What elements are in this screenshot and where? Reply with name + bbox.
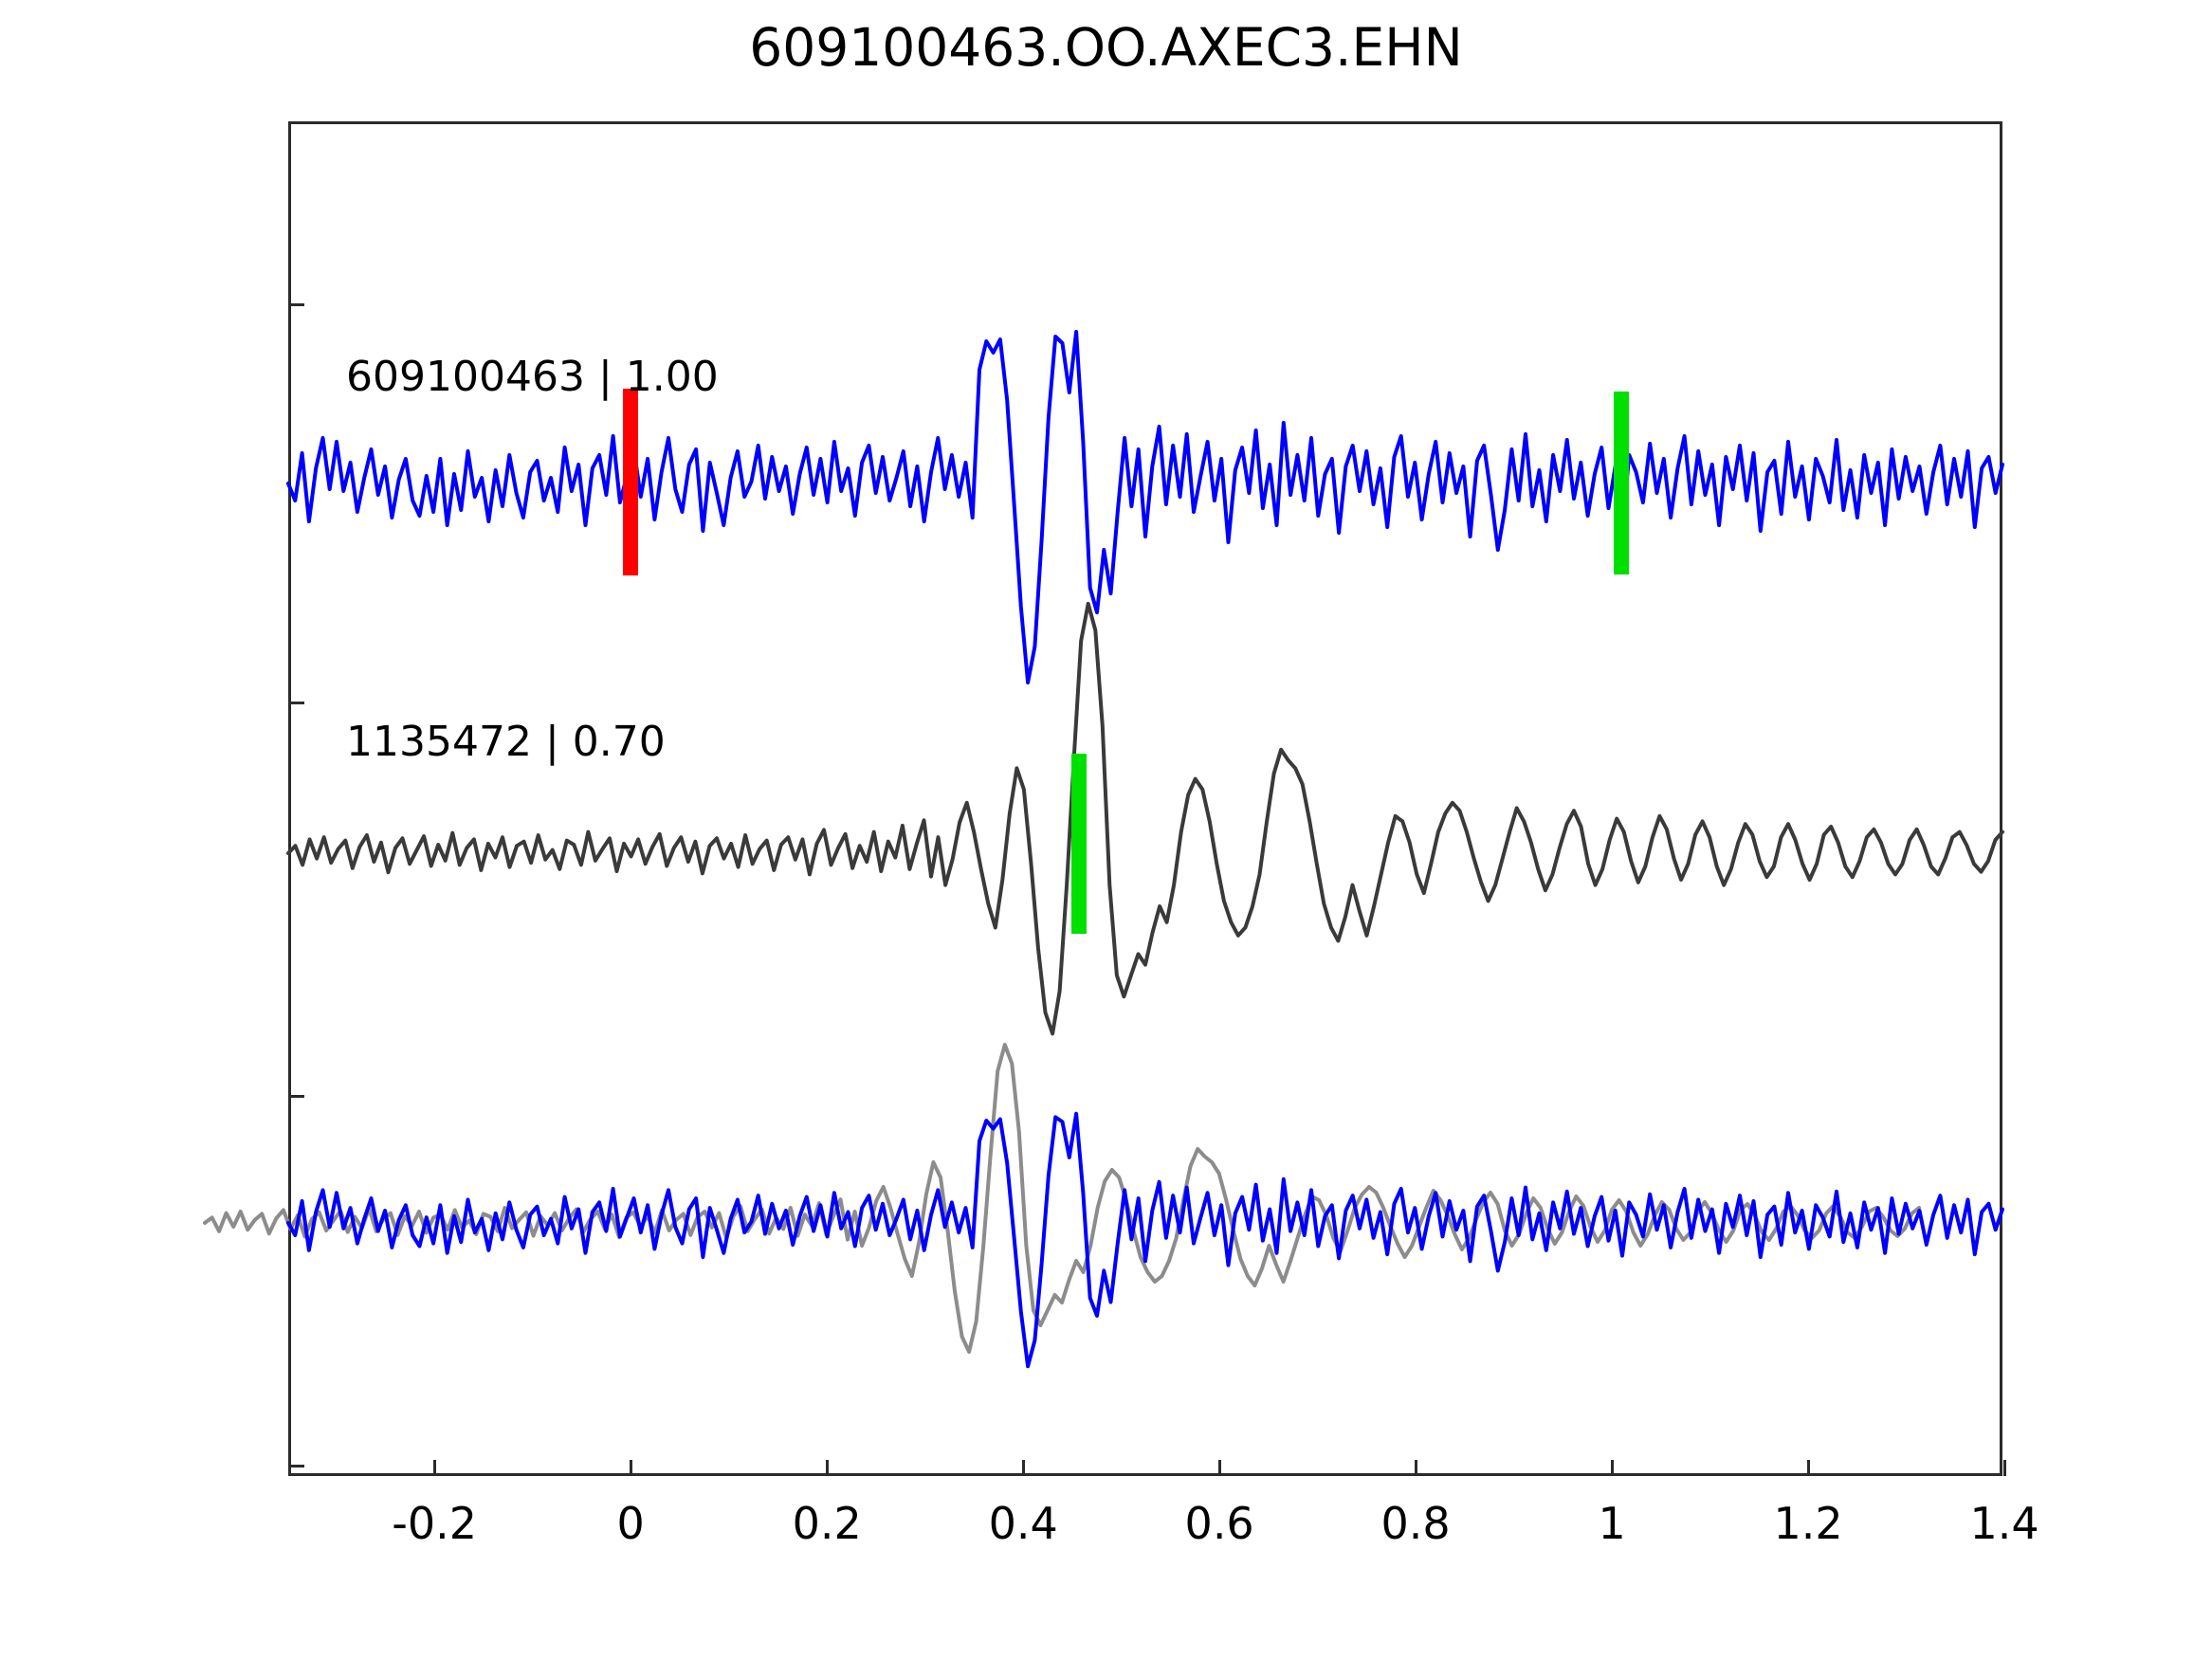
y-axis-tick: [288, 702, 304, 704]
trace-label-top: 609100463 | 1.00: [346, 353, 719, 401]
y-axis-tick: [288, 303, 304, 306]
x-axis-tick-label: 0: [616, 1498, 645, 1549]
y-axis-tick: [288, 1095, 304, 1098]
x-axis-tick-label: 0.2: [792, 1498, 862, 1549]
plot-area: [203, 121, 2004, 1476]
p-pick-red: [623, 389, 639, 575]
plot-frame: [288, 121, 2002, 1476]
x-axis-tick: [1610, 1460, 1614, 1476]
x-axis-tick-label: 1.2: [1773, 1498, 1843, 1549]
x-axis-tick-label: 1.4: [1969, 1498, 2039, 1549]
x-axis-tick: [432, 1460, 436, 1476]
s-pick-green-top: [1614, 392, 1630, 574]
waveform-target-top: [286, 330, 2004, 684]
page-title: 609100463.OO.AXEC3.EHN: [749, 17, 1463, 78]
x-axis-tick-label: 1: [1598, 1498, 1626, 1549]
x-axis-tick-label: 0.8: [1380, 1498, 1451, 1549]
x-axis-tick-label: 0.6: [1184, 1498, 1254, 1549]
waveform-canvas: [203, 330, 2004, 1369]
x-axis-tick: [1021, 1460, 1025, 1476]
x-axis-tick: [1806, 1460, 1810, 1476]
trace-label-middle: 1135472 | 0.70: [346, 718, 666, 766]
x-axis-tick: [1217, 1460, 1221, 1476]
x-axis-tick-label: -0.2: [392, 1498, 478, 1549]
x-axis-tick-label: 0.4: [988, 1498, 1058, 1549]
x-axis-tick: [629, 1460, 632, 1476]
x-axis-tick: [825, 1460, 829, 1476]
waveform-target-overlay: [286, 1111, 2004, 1369]
waveform-template-overlay: [203, 1043, 1921, 1354]
waveform-template-middle: [286, 601, 2004, 1036]
y-axis-tick: [288, 1465, 304, 1468]
x-axis-tick: [2002, 1460, 2006, 1476]
x-axis-tick: [1414, 1460, 1417, 1476]
s-pick-green-middle: [1071, 754, 1088, 934]
